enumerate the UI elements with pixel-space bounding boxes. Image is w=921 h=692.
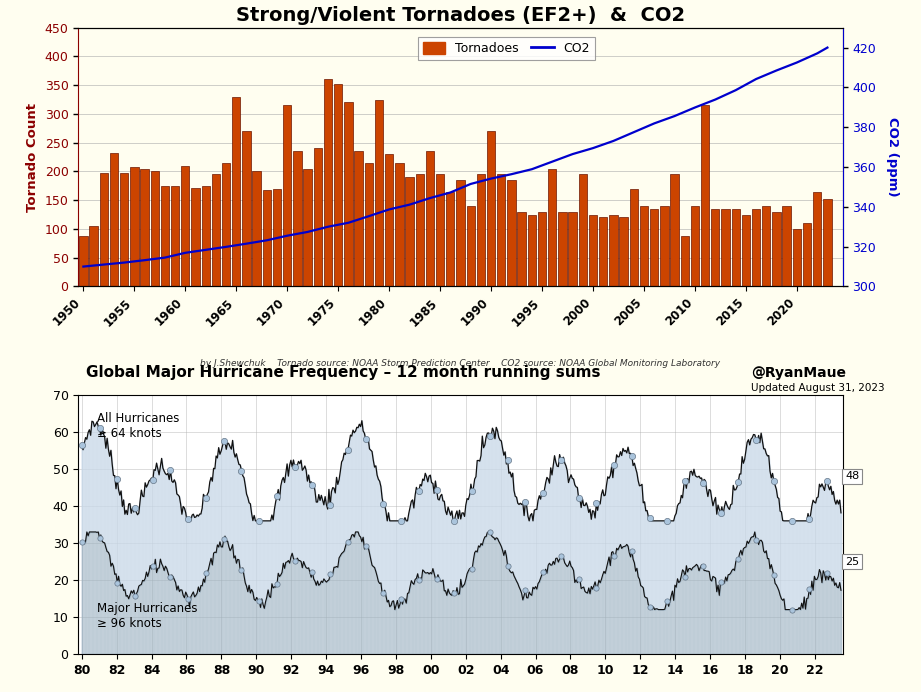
Bar bbox=[355, 152, 363, 286]
Bar bbox=[793, 229, 801, 286]
Bar bbox=[813, 192, 822, 286]
Bar bbox=[426, 152, 434, 286]
Text: 48: 48 bbox=[845, 471, 859, 482]
Bar bbox=[110, 153, 118, 286]
Text: Updated August 31, 2023: Updated August 31, 2023 bbox=[751, 383, 884, 392]
Bar bbox=[150, 172, 159, 286]
Y-axis label: Tornado Count: Tornado Count bbox=[26, 102, 39, 212]
Bar bbox=[415, 174, 424, 286]
Bar bbox=[752, 209, 760, 286]
Bar bbox=[79, 236, 87, 286]
Bar bbox=[405, 177, 414, 286]
Text: Major Hurricanes
≥ 96 knots: Major Hurricanes ≥ 96 knots bbox=[98, 602, 198, 630]
Bar bbox=[202, 186, 210, 286]
Bar bbox=[568, 212, 577, 286]
Bar bbox=[538, 212, 546, 286]
Bar bbox=[344, 102, 353, 286]
Bar bbox=[252, 172, 261, 286]
Bar bbox=[558, 212, 566, 286]
Bar bbox=[640, 206, 648, 286]
Bar bbox=[273, 189, 281, 286]
Bar bbox=[762, 206, 771, 286]
Bar bbox=[589, 215, 597, 286]
Bar bbox=[701, 105, 709, 286]
Text: by J.Shewchuk    Tornado source: NOAA Storm Prediction Center    CO2 source: NOA: by J.Shewchuk Tornado source: NOAA Storm… bbox=[201, 359, 720, 368]
Bar bbox=[283, 105, 291, 286]
Bar bbox=[130, 167, 138, 286]
Text: All Hurricanes
≥ 64 knots: All Hurricanes ≥ 64 knots bbox=[98, 412, 180, 440]
Bar bbox=[783, 206, 791, 286]
Title: Strong/Violent Tornadoes (EF2+)  &  CO2: Strong/Violent Tornadoes (EF2+) & CO2 bbox=[236, 6, 685, 25]
Bar bbox=[823, 199, 832, 286]
Bar bbox=[161, 186, 169, 286]
Bar bbox=[599, 217, 607, 286]
Bar bbox=[609, 215, 618, 286]
Bar bbox=[456, 180, 465, 286]
Bar bbox=[721, 209, 729, 286]
Bar bbox=[741, 215, 750, 286]
Bar bbox=[620, 217, 628, 286]
Bar bbox=[120, 172, 128, 286]
Bar bbox=[262, 190, 271, 286]
Bar bbox=[436, 174, 444, 286]
Bar bbox=[681, 236, 689, 286]
Bar bbox=[670, 174, 679, 286]
Bar bbox=[314, 149, 322, 286]
Bar bbox=[293, 152, 301, 286]
Bar bbox=[232, 97, 240, 286]
Bar bbox=[242, 131, 251, 286]
Bar bbox=[691, 206, 699, 286]
Bar bbox=[578, 174, 587, 286]
Bar bbox=[650, 209, 659, 286]
Bar bbox=[192, 188, 200, 286]
Bar bbox=[548, 169, 556, 286]
Bar bbox=[467, 206, 475, 286]
Text: @RyanMaue: @RyanMaue bbox=[751, 365, 846, 380]
Bar bbox=[773, 212, 781, 286]
Bar bbox=[171, 186, 180, 286]
Bar bbox=[181, 165, 190, 286]
Bar bbox=[334, 84, 343, 286]
Bar bbox=[803, 224, 811, 286]
Bar bbox=[497, 174, 506, 286]
Bar bbox=[395, 163, 403, 286]
Bar bbox=[477, 174, 485, 286]
Bar bbox=[660, 206, 669, 286]
Text: Global Major Hurricane Frequency – 12 month running sums: Global Major Hurricane Frequency – 12 mo… bbox=[86, 365, 600, 380]
Bar bbox=[375, 100, 383, 286]
Bar bbox=[99, 172, 108, 286]
Bar bbox=[711, 209, 719, 286]
Bar bbox=[385, 154, 393, 286]
Bar bbox=[212, 174, 220, 286]
Bar bbox=[731, 209, 740, 286]
Bar bbox=[446, 192, 454, 286]
Bar bbox=[140, 169, 148, 286]
Y-axis label: CO2 (ppm): CO2 (ppm) bbox=[885, 117, 899, 197]
Bar bbox=[89, 226, 98, 286]
Bar bbox=[222, 163, 230, 286]
Bar bbox=[324, 80, 332, 286]
Bar bbox=[518, 212, 526, 286]
Bar bbox=[528, 215, 536, 286]
Bar bbox=[365, 163, 373, 286]
Text: 25: 25 bbox=[845, 556, 859, 567]
Legend: Tornadoes, CO2: Tornadoes, CO2 bbox=[417, 37, 595, 60]
Bar bbox=[507, 180, 516, 286]
Bar bbox=[487, 131, 495, 286]
Bar bbox=[630, 189, 638, 286]
Bar bbox=[303, 169, 312, 286]
